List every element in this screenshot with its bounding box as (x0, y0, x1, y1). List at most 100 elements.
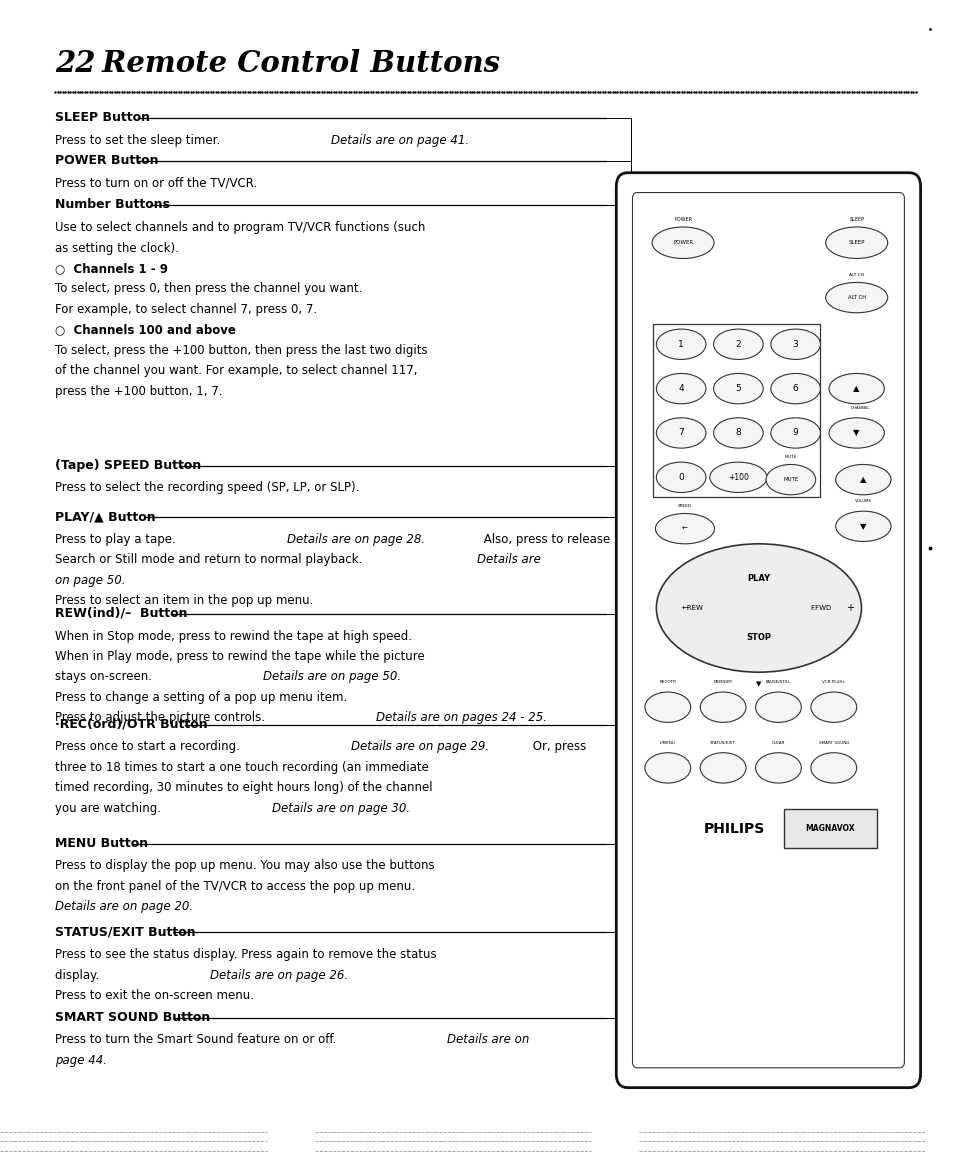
Text: on the front panel of the TV/VCR to access the pop up menu.: on the front panel of the TV/VCR to acce… (55, 880, 415, 893)
FancyBboxPatch shape (783, 809, 876, 848)
Ellipse shape (835, 464, 890, 495)
Text: ▼: ▼ (860, 522, 865, 531)
Text: SLEEP: SLEEP (847, 240, 864, 245)
Ellipse shape (644, 692, 690, 722)
Bar (652, 324, 820, 497)
Ellipse shape (713, 418, 762, 448)
Text: page 44.: page 44. (55, 1054, 108, 1067)
Text: RECOTR: RECOTR (659, 680, 676, 684)
Text: POWER Button: POWER Button (55, 154, 158, 167)
Text: Press to select an item in the pop up menu.: Press to select an item in the pop up me… (55, 594, 314, 607)
Ellipse shape (824, 282, 887, 313)
Ellipse shape (656, 462, 705, 492)
Text: Press to see the status display. Press again to remove the status: Press to see the status display. Press a… (55, 948, 436, 962)
Ellipse shape (652, 226, 713, 259)
Text: Use to select channels and to program TV/VCR functions (such: Use to select channels and to program TV… (55, 221, 425, 235)
Text: Also, press to release: Also, press to release (479, 532, 609, 546)
Text: 6: 6 (792, 384, 798, 393)
Text: SMART SOUND: SMART SOUND (818, 741, 848, 745)
Text: ←REW: ←REW (680, 605, 702, 612)
Text: Press to play a tape.: Press to play a tape. (55, 532, 180, 546)
Text: 1: 1 (678, 340, 683, 349)
Text: of the channel you want. For example, to select channel 117,: of the channel you want. For example, to… (55, 364, 417, 377)
Ellipse shape (810, 692, 856, 722)
Ellipse shape (656, 373, 705, 404)
Text: ALT CH: ALT CH (847, 295, 864, 300)
Text: VCR PLUS+: VCR PLUS+ (821, 680, 844, 684)
Ellipse shape (700, 753, 745, 783)
Text: CHANNEL: CHANNEL (850, 406, 869, 410)
Ellipse shape (828, 373, 883, 404)
Text: CLEAR: CLEAR (771, 741, 784, 745)
Text: Remote Control Buttons: Remote Control Buttons (91, 49, 499, 78)
Ellipse shape (824, 226, 887, 259)
Text: Search or Still mode and return to normal playback.: Search or Still mode and return to norma… (55, 553, 370, 566)
Ellipse shape (656, 329, 705, 359)
Text: Press to display the pop up menu. You may also use the buttons: Press to display the pop up menu. You ma… (55, 859, 435, 873)
Text: Details are on page 26.: Details are on page 26. (210, 969, 348, 981)
Text: Press to change a setting of a pop up menu item.: Press to change a setting of a pop up me… (55, 691, 347, 704)
Text: display.: display. (55, 969, 103, 981)
Text: you are watching.: you are watching. (55, 802, 165, 815)
Text: Press to exit the on-screen menu.: Press to exit the on-screen menu. (55, 990, 254, 1002)
Text: Details are: Details are (476, 553, 540, 566)
Text: three to 18 times to start a one touch recording (an immediate: three to 18 times to start a one touch r… (55, 761, 429, 774)
Text: Details are on page 20.: Details are on page 20. (55, 901, 193, 914)
Text: Press to set the sleep timer.: Press to set the sleep timer. (55, 133, 224, 147)
Ellipse shape (713, 373, 762, 404)
Text: ○  Channels 1 - 9: ○ Channels 1 - 9 (55, 261, 168, 275)
Text: stays on-screen.: stays on-screen. (55, 670, 156, 684)
Text: ▼: ▼ (756, 680, 760, 687)
Ellipse shape (765, 464, 815, 495)
Text: MUTE: MUTE (782, 477, 798, 482)
Ellipse shape (656, 418, 705, 448)
Ellipse shape (835, 511, 890, 541)
Text: Details are on page 29.: Details are on page 29. (351, 741, 488, 754)
Text: Or, press: Or, press (529, 741, 586, 754)
Text: SLEEP Button: SLEEP Button (55, 111, 151, 124)
Text: Press to adjust the picture controls.: Press to adjust the picture controls. (55, 712, 269, 725)
Text: For example, to select channel 7, press 0, 7.: For example, to select channel 7, press … (55, 302, 317, 316)
Text: Press to turn on or off the TV/VCR.: Press to turn on or off the TV/VCR. (55, 176, 257, 190)
Ellipse shape (755, 753, 801, 783)
Text: Press to select the recording speed (SP, LP, or SLP).: Press to select the recording speed (SP,… (55, 481, 359, 495)
Text: POWER: POWER (672, 240, 693, 245)
Ellipse shape (644, 753, 690, 783)
Text: 8: 8 (735, 428, 740, 438)
Text: 3: 3 (792, 340, 798, 349)
Text: PLAY/▲ Button: PLAY/▲ Button (55, 510, 155, 523)
Text: VOLUME: VOLUME (854, 499, 871, 503)
Ellipse shape (810, 753, 856, 783)
Ellipse shape (656, 544, 861, 672)
Text: +100: +100 (727, 473, 748, 482)
Text: Details are on: Details are on (447, 1034, 529, 1047)
Text: MEM/DRY: MEM/DRY (713, 680, 732, 684)
Text: 5: 5 (735, 384, 740, 393)
Text: Details are on page 28.: Details are on page 28. (286, 532, 424, 546)
Text: MUTE: MUTE (784, 455, 796, 459)
Text: PHILIPS: PHILIPS (703, 822, 764, 836)
Text: STOP: STOP (745, 633, 771, 642)
Text: 22: 22 (55, 49, 95, 78)
Text: 9: 9 (792, 428, 798, 438)
Text: Details are on pages 24 - 25.: Details are on pages 24 - 25. (375, 712, 546, 725)
Text: L/MENU: L/MENU (659, 741, 675, 745)
Ellipse shape (755, 692, 801, 722)
Text: +: + (844, 603, 853, 613)
Text: SMART SOUND Button: SMART SOUND Button (55, 1011, 211, 1023)
Text: When in Play mode, press to rewind the tape while the picture: When in Play mode, press to rewind the t… (55, 650, 425, 663)
Text: ALT CH: ALT CH (848, 273, 863, 277)
Text: Details are on page 30.: Details are on page 30. (272, 802, 410, 815)
Text: Number Buttons: Number Buttons (55, 198, 171, 211)
Text: Press once to start a recording.: Press once to start a recording. (55, 741, 244, 754)
Text: SLEEP: SLEEP (848, 217, 863, 222)
Text: 0: 0 (678, 473, 683, 482)
Text: PAUSE/STILL: PAUSE/STILL (765, 680, 790, 684)
Ellipse shape (770, 418, 820, 448)
Text: ▲: ▲ (853, 384, 859, 393)
Text: 2: 2 (735, 340, 740, 349)
Text: Details are on page 50.: Details are on page 50. (263, 670, 400, 684)
Ellipse shape (713, 329, 762, 359)
Text: (Tape) SPEED Button: (Tape) SPEED Button (55, 459, 201, 471)
FancyBboxPatch shape (616, 173, 920, 1088)
